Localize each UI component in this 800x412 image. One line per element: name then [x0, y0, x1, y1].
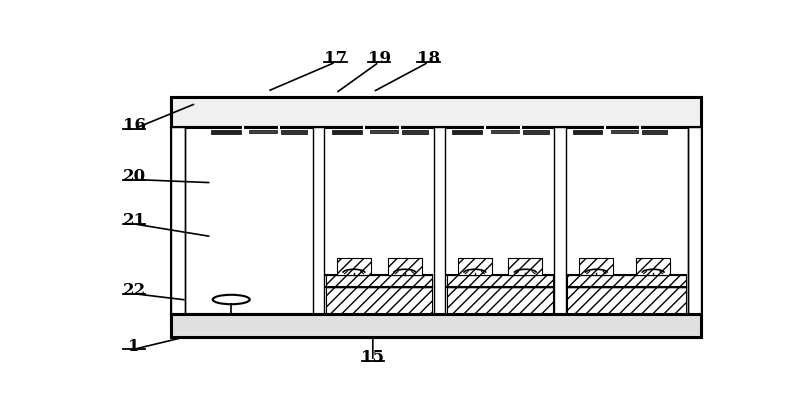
Bar [282, 130, 307, 133]
Text: 18: 18 [417, 50, 440, 68]
Bar [642, 130, 667, 133]
Bar [508, 258, 542, 275]
Bar [402, 130, 428, 133]
Bar [458, 258, 492, 275]
Bar [331, 130, 362, 134]
Bar [610, 130, 638, 133]
Bar [554, 127, 566, 314]
Bar [523, 130, 549, 133]
Bar [453, 130, 482, 134]
Bar [370, 130, 398, 133]
Bar [250, 130, 277, 133]
Bar [171, 97, 702, 337]
Text: 19: 19 [367, 50, 390, 68]
Bar [447, 275, 553, 288]
Bar [636, 258, 670, 275]
Bar [567, 275, 686, 288]
Text: 22: 22 [122, 282, 146, 299]
Bar [314, 127, 325, 314]
Text: 16: 16 [122, 117, 146, 134]
Text: 17: 17 [324, 50, 347, 68]
Bar [688, 127, 702, 314]
Bar [447, 288, 553, 314]
Bar [326, 275, 432, 288]
Bar [337, 258, 371, 275]
Bar [171, 97, 702, 127]
Bar [434, 127, 446, 314]
Bar [579, 258, 614, 275]
Bar [210, 130, 241, 134]
Text: 21: 21 [122, 212, 146, 229]
Text: 20: 20 [122, 168, 146, 185]
Bar [388, 258, 422, 275]
Ellipse shape [213, 295, 250, 304]
Bar [171, 127, 185, 314]
Text: 15: 15 [362, 349, 384, 366]
Bar [171, 314, 702, 337]
Text: 1: 1 [128, 337, 140, 355]
Bar [491, 130, 519, 133]
Bar [326, 288, 432, 314]
Bar [574, 130, 602, 134]
Bar [567, 288, 686, 314]
